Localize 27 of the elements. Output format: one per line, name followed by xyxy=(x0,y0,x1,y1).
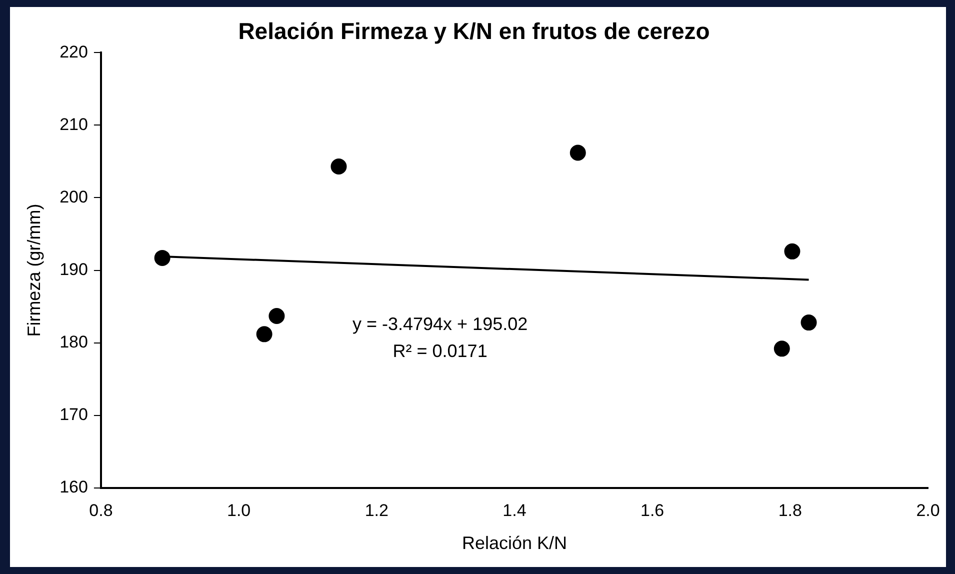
x-tick-label: 1.0 xyxy=(226,500,251,520)
y-tick-label: 170 xyxy=(60,405,88,424)
y-tick-label: 200 xyxy=(60,187,88,206)
y-tick-label: 160 xyxy=(60,478,88,497)
y-tick-label: 180 xyxy=(60,332,88,352)
annotation: R² = 0.0171 xyxy=(392,341,488,362)
y-tick-label: 220 xyxy=(60,42,88,62)
annotation: y = -3.4794x + 195.02 xyxy=(352,314,528,334)
point xyxy=(774,340,790,357)
y-axis-title: Firmeza (gr/mm) xyxy=(24,204,44,337)
x-tick-label: 0.8 xyxy=(89,500,113,520)
x-tick-label: 2.0 xyxy=(916,500,940,520)
x-tick-label: 1.4 xyxy=(502,500,526,520)
point xyxy=(256,326,272,342)
chart-title: Relación Firmeza y K/N en frutos de cerezo xyxy=(238,18,710,44)
point xyxy=(268,308,285,324)
point xyxy=(570,144,586,161)
point xyxy=(784,243,800,260)
y-tick-label: 190 xyxy=(60,260,88,279)
point xyxy=(330,158,347,175)
x-tick-label: 1.8 xyxy=(778,500,802,520)
x-tick-label: 1.6 xyxy=(640,500,664,520)
x-axis-title: Relación K/N xyxy=(462,533,568,554)
x-tick-label: 1.2 xyxy=(364,500,388,520)
point xyxy=(800,314,817,331)
point xyxy=(154,250,170,266)
y-tick-label: 210 xyxy=(60,114,88,134)
